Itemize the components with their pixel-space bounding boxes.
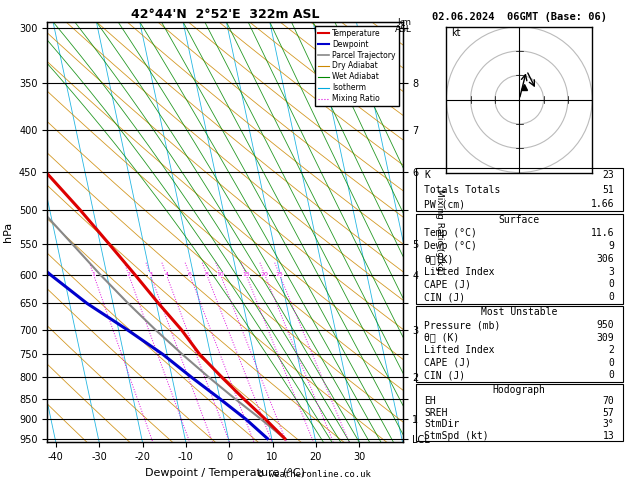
- Text: Most Unstable: Most Unstable: [481, 308, 557, 317]
- Text: CIN (J): CIN (J): [424, 292, 465, 302]
- Text: 0: 0: [608, 279, 615, 290]
- Text: 3: 3: [608, 267, 615, 277]
- Text: 9: 9: [608, 241, 615, 251]
- Text: 4: 4: [164, 272, 169, 278]
- Text: 57: 57: [603, 408, 615, 417]
- Text: kt: kt: [451, 29, 460, 38]
- Text: CAPE (J): CAPE (J): [424, 358, 471, 368]
- Text: 950: 950: [597, 320, 615, 330]
- Text: PW (cm): PW (cm): [424, 199, 465, 209]
- Text: 8: 8: [205, 272, 209, 278]
- Text: ASL: ASL: [396, 25, 412, 35]
- Text: 13: 13: [603, 431, 615, 440]
- Text: km: km: [397, 18, 411, 28]
- Y-axis label: hPa: hPa: [3, 222, 13, 242]
- Text: 15: 15: [242, 272, 250, 278]
- Text: © weatheronline.co.uk: © weatheronline.co.uk: [258, 469, 371, 479]
- Text: 3: 3: [148, 272, 152, 278]
- Text: Hodograph: Hodograph: [493, 385, 546, 395]
- Text: 2: 2: [126, 272, 131, 278]
- Text: 309: 309: [597, 332, 615, 343]
- Text: StmDir: StmDir: [424, 419, 459, 429]
- Text: K: K: [424, 170, 430, 180]
- Text: EH: EH: [424, 396, 436, 406]
- Text: Totals Totals: Totals Totals: [424, 185, 501, 194]
- Text: 23: 23: [603, 170, 615, 180]
- Text: 0: 0: [608, 292, 615, 302]
- Text: 51: 51: [603, 185, 615, 194]
- X-axis label: Dewpoint / Temperature (°C): Dewpoint / Temperature (°C): [145, 468, 305, 478]
- Text: Temp (°C): Temp (°C): [424, 228, 477, 238]
- Text: 70: 70: [603, 396, 615, 406]
- Text: CAPE (J): CAPE (J): [424, 279, 471, 290]
- Text: 02.06.2024  06GMT (Base: 06): 02.06.2024 06GMT (Base: 06): [431, 12, 607, 22]
- Text: 306: 306: [597, 254, 615, 264]
- Text: 2: 2: [608, 345, 615, 355]
- Text: 0: 0: [608, 370, 615, 380]
- Text: Dewp (°C): Dewp (°C): [424, 241, 477, 251]
- Text: CIN (J): CIN (J): [424, 370, 465, 380]
- Text: Lifted Index: Lifted Index: [424, 267, 494, 277]
- Text: SREH: SREH: [424, 408, 448, 417]
- Y-axis label: Mixing Ratio (g/kg): Mixing Ratio (g/kg): [435, 189, 444, 275]
- Text: θᴄ (K): θᴄ (K): [424, 332, 459, 343]
- Text: 0: 0: [608, 358, 615, 368]
- Title: 42°44'N  2°52'E  322m ASL: 42°44'N 2°52'E 322m ASL: [131, 8, 319, 21]
- Text: 25: 25: [276, 272, 284, 278]
- Text: 10: 10: [216, 272, 225, 278]
- Text: 1: 1: [92, 272, 96, 278]
- Text: 1.66: 1.66: [591, 199, 615, 209]
- Text: 11.6: 11.6: [591, 228, 615, 238]
- Text: Surface: Surface: [499, 215, 540, 226]
- Text: Lifted Index: Lifted Index: [424, 345, 494, 355]
- Text: StmSpd (kt): StmSpd (kt): [424, 431, 489, 440]
- Text: 20: 20: [261, 272, 269, 278]
- Legend: Temperature, Dewpoint, Parcel Trajectory, Dry Adiabat, Wet Adiabat, Isotherm, Mi: Temperature, Dewpoint, Parcel Trajectory…: [314, 26, 399, 106]
- Text: 3°: 3°: [603, 419, 615, 429]
- Text: 6: 6: [188, 272, 192, 278]
- Text: Pressure (mb): Pressure (mb): [424, 320, 501, 330]
- Text: θᴄ(K): θᴄ(K): [424, 254, 454, 264]
